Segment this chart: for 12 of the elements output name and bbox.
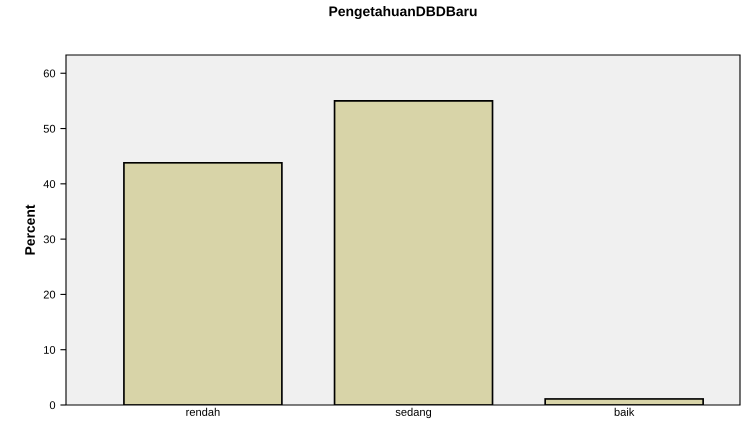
- x-tick-label: rendah: [186, 408, 220, 416]
- y-tick-label: 0: [50, 401, 56, 410]
- y-tick-label: 60: [44, 70, 56, 78]
- y-tick-label: 10: [44, 346, 56, 354]
- y-tick-label: 20: [44, 290, 56, 299]
- y-tick-label: 30: [44, 235, 56, 244]
- y-tick-label: 40: [43, 180, 56, 188]
- x-tick-label: sedang: [396, 408, 432, 418]
- y-tick-label: 50: [44, 124, 56, 133]
- x-tick-label: baik: [614, 408, 634, 416]
- y-axis-title: Percent: [25, 204, 35, 255]
- chart-title: PengetahuanDBDBaru: [329, 6, 477, 20]
